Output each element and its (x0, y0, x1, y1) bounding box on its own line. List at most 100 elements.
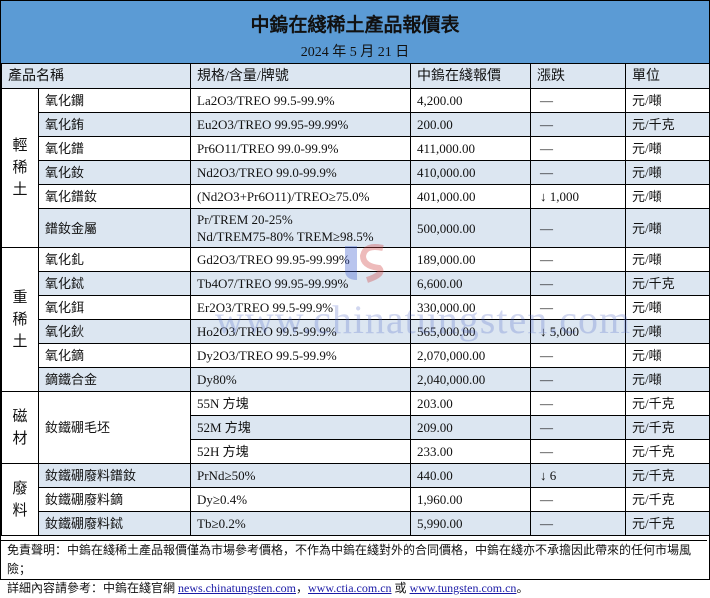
table-header: 產品名稱 規格/含量/牌號 中鎢在綫報價 漲跌 單位 (1, 63, 710, 89)
price-unit: 元/噸 (625, 343, 710, 368)
product-price: 5,990.00 (410, 511, 531, 536)
separator: ， (296, 581, 309, 595)
col-header-change: 漲跌 (530, 63, 626, 89)
price-change: — (530, 511, 626, 536)
price-change: ↓ 6 (530, 463, 626, 488)
table-row: 鐠釹金屬 Pr/TREM 20-25% Nd/TREM75-80% TREM≥98.… (2, 208, 710, 248)
link-news-chinatungsten[interactable]: news.chinatungsten.com (178, 581, 296, 595)
product-spec: Er2O3/TREO 99.5-99.9% (190, 295, 411, 320)
col-header-price: 中鎢在綫報價 (410, 63, 531, 89)
product-spec: Dy≥0.4% (190, 487, 411, 512)
product-name: 釹鐵硼廢料鐠釹 (38, 463, 191, 488)
table-row: 重稀土 氧化釓 Gd2O3/TREO 99.95-99.99% 189,000.00—… (1, 247, 710, 392)
product-spec: (Nd2O3+Pr6O11)/TREO≥75.0% (190, 184, 411, 209)
product-name: 鏑鐵合金 (38, 367, 191, 392)
price-unit: 元/噸 (625, 247, 710, 272)
product-price: 6,600.00 (410, 271, 531, 296)
product-name: 氧化銪 (38, 112, 191, 137)
spec-line: Tb≥0.2% (197, 516, 246, 531)
spec-line: Tb4O7/TREO 99.95-99.99% (197, 276, 349, 291)
price-change: — (530, 367, 626, 392)
table-row: 磁材 釹鐵硼毛坯 55N 方塊 203.00— 元/千克 (1, 391, 710, 464)
product-price: 401,000.00 (410, 184, 531, 209)
spec-line: Nd/TREM75-80% TREM≥98.5% (197, 229, 374, 244)
spec-line: Dy≥0.4% (197, 492, 248, 507)
price-table: 產品名稱 規格/含量/牌號 中鎢在綫報價 漲跌 單位 輕稀土 氧化鑭 La2O3/T… (1, 63, 710, 536)
price-unit: 元/噸 (625, 136, 710, 161)
price-change: — (530, 136, 626, 161)
product-name: 氧化鐠 (38, 136, 191, 161)
product-spec: Eu2O3/TREO 99.95-99.99% (190, 112, 411, 137)
price-date: 2024 年 5 月 21 日 (300, 45, 410, 60)
spec-line: (Nd2O3+Pr6O11)/TREO≥75.0% (197, 189, 370, 204)
product-spec: Ho2O3/TREO 99.5-99.9% (190, 319, 411, 344)
product-price: 200.00 (410, 112, 531, 137)
price-unit: 元/千克 (625, 391, 710, 416)
col-header-unit: 單位 (625, 63, 710, 89)
price-change: — (530, 160, 626, 185)
reference-line: 詳細內容請參考：中鎢在綫官網 news.chinatungsten.com，ww… (7, 579, 707, 598)
product-spec: Pr6O11/TREO 99.0-99.9% (190, 136, 411, 161)
spec-line: Gd2O3/TREO 99.95-99.99% (197, 252, 350, 267)
product-name: 氧化釹 (38, 160, 191, 185)
product-spec: 52M 方塊 (190, 415, 411, 440)
disclaimer: 免責聲明：中鎢在綫稀土產品報價僅為市場參考價格，不作為中鎢在綫對外的合同價格，中… (7, 543, 692, 576)
price-unit: 元/噸 (625, 319, 710, 344)
product-price: 330,000.00 (410, 295, 531, 320)
product-spec: Dy80% (190, 367, 411, 392)
product-price: 500,000.00 (410, 208, 531, 248)
table-row: 鏑鐵合金 Dy80% 2,040,000.00— 元/噸 (2, 367, 710, 392)
product-price: 411,000.00 (410, 136, 531, 161)
spec-line: La2O3/TREO 99.5-99.9% (197, 93, 335, 108)
separator: 或 (391, 581, 410, 595)
price-change: — (530, 343, 626, 368)
product-price: 565,000.00 (410, 319, 531, 344)
category-cell: 磁材 (1, 391, 39, 464)
table-row: 氧化釹 Nd2O3/TREO 99.0-99.9% 410,000.00— 元/噸 (2, 160, 710, 185)
link-ctia[interactable]: www.ctia.com.cn (308, 581, 392, 595)
product-name: 氧化鑭 (38, 88, 191, 113)
price-unit: 元/千克 (625, 439, 710, 464)
table-row: 釹鐵硼廢料鋱 Tb≥0.2% 5,990.00— 元/千克 (2, 511, 710, 536)
link-tungsten[interactable]: www.tungsten.com.cn (409, 581, 517, 595)
product-name: 釹鐵硼毛坯 (38, 391, 191, 464)
table-row: 氧化鐠釹 (Nd2O3+Pr6O11)/TREO≥75.0% 401,000.00 ↓… (2, 184, 710, 209)
table-row: 輕稀土 氧化鑭 La2O3/TREO 99.5-99.9% 4,200.00— 元/噸 (1, 88, 710, 248)
product-price: 189,000.00 (410, 247, 531, 272)
spec-line: Dy80% (197, 372, 237, 387)
price-change: — (530, 439, 626, 464)
product-name: 氧化鐠釹 (38, 184, 191, 209)
product-price: 4,200.00 (410, 88, 531, 113)
table-row: 氧化鐠 Pr6O11/TREO 99.0-99.9% 411,000.00— 元/噸 (2, 136, 710, 161)
category-label: 輕稀土 (12, 138, 28, 198)
price-change: ↓ 1,000 (530, 184, 626, 209)
product-spec: Pr/TREM 20-25% Nd/TREM75-80% TREM≥98.5% (190, 208, 411, 248)
price-unit: 元/噸 (625, 160, 710, 185)
product-price: 2,070,000.00 (410, 343, 531, 368)
price-unit: 元/噸 (625, 184, 710, 209)
product-name: 鐠釹金屬 (38, 208, 191, 248)
price-unit: 元/噸 (625, 208, 710, 248)
title-band: 中鎢在綫稀土產品報價表 2024 年 5 月 21 日 (1, 1, 709, 64)
product-spec: Tb4O7/TREO 99.95-99.99% (190, 271, 411, 296)
price-change: — (530, 391, 626, 416)
category-label: 磁材 (12, 408, 28, 447)
product-spec: 55N 方塊 (190, 391, 411, 416)
product-name: 釹鐵硼廢料鋱 (38, 511, 191, 536)
price-change: — (530, 88, 626, 113)
product-name: 氧化鏑 (38, 343, 191, 368)
product-spec: Gd2O3/TREO 99.95-99.99% (190, 247, 411, 272)
price-change: — (530, 247, 626, 272)
price-unit: 元/千克 (625, 271, 710, 296)
product-price: 1,960.00 (410, 487, 531, 512)
table-row: 釹鐵硼廢料鏑 Dy≥0.4% 1,960.00— 元/千克 (2, 487, 710, 512)
table-row: 氧化鉺 Er2O3/TREO 99.5-99.9% 330,000.00— 元/噸 (2, 295, 710, 320)
spec-line: Er2O3/TREO 99.5-99.9% (197, 300, 334, 315)
price-change: — (530, 487, 626, 512)
spec-line: Eu2O3/TREO 99.95-99.99% (197, 117, 349, 132)
category-cell: 輕稀土 (1, 88, 39, 248)
price-change: — (530, 271, 626, 296)
footer: 免責聲明：中鎢在綫稀土產品報價僅為市場參考價格，不作為中鎢在綫對外的合同價格，中… (1, 540, 707, 595)
spec-line: PrNd≥50% (197, 468, 256, 483)
price-unit: 元/噸 (625, 295, 710, 320)
